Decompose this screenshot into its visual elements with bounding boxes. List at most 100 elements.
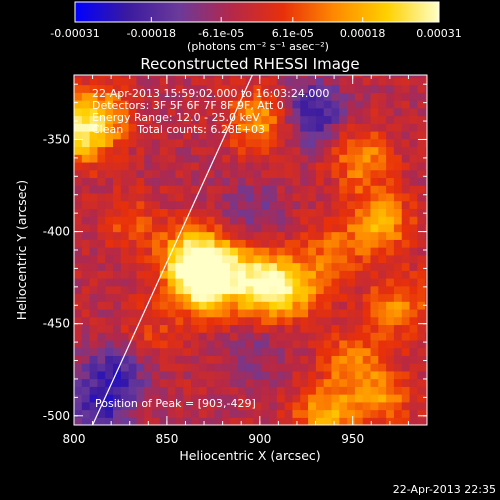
heatmap-cell — [261, 185, 270, 194]
heatmap-cell — [253, 270, 262, 279]
heatmap-cell — [393, 363, 403, 372]
heatmap-cell — [253, 239, 262, 248]
heatmap-cell — [393, 285, 403, 295]
heatmap-cell — [198, 355, 208, 364]
heatmap-cell — [144, 84, 153, 93]
heatmap-cell — [175, 324, 184, 333]
heatmap-cell — [136, 363, 145, 372]
heatmap-cell — [370, 131, 379, 140]
heatmap-cell — [206, 332, 216, 341]
heatmap-cell — [120, 75, 130, 78]
heatmap-cell — [97, 355, 106, 364]
heatmap-cell — [74, 131, 83, 140]
heatmap-cell — [261, 301, 270, 310]
heatmap-cell — [128, 285, 138, 295]
heatmap-cell — [362, 247, 372, 256]
heatmap-cell — [175, 185, 184, 194]
heatmap-cell — [113, 355, 122, 364]
heatmap-cell — [159, 285, 169, 295]
heatmap-cell — [425, 115, 427, 124]
heatmap-cell — [206, 185, 216, 194]
heatmap-cell — [74, 270, 83, 279]
heatmap-cell — [354, 394, 364, 403]
heatmap-cell — [81, 293, 91, 302]
heatmap-cell — [191, 316, 200, 326]
heatmap-cell — [105, 301, 114, 310]
heatmap-cell — [167, 409, 177, 418]
x-tick-label: 900 — [248, 432, 271, 446]
heatmap-cell — [370, 75, 379, 78]
heatmap-cell — [113, 254, 122, 264]
heatmap-cell — [331, 270, 340, 279]
heatmap-cell — [276, 76, 286, 86]
heatmap-cell — [230, 409, 239, 418]
heatmap-cell — [159, 378, 169, 387]
heatmap-cell — [89, 192, 99, 202]
heatmap-cell — [331, 278, 340, 287]
heatmap-cell — [425, 370, 427, 380]
heatmap-cell — [300, 417, 309, 425]
heatmap-cell — [269, 123, 278, 132]
heatmap-cell — [74, 394, 83, 403]
heatmap-cell — [292, 100, 301, 109]
heatmap-cell — [175, 154, 184, 163]
heatmap-cell — [230, 386, 239, 395]
y-tick-label: -500 — [43, 409, 70, 423]
heatmap-cell — [386, 386, 395, 395]
y-axis-label: Heliocentric Y (arcsec) — [14, 180, 29, 320]
heatmap-cell — [152, 355, 161, 364]
heatmap-cell — [74, 308, 83, 318]
heatmap-cell — [284, 84, 294, 93]
heatmap-cell — [292, 239, 301, 248]
heatmap-cell — [386, 138, 395, 148]
heatmap-cell — [105, 200, 114, 209]
heatmap-cell — [152, 324, 161, 333]
heatmap-cell — [183, 409, 192, 418]
heatmap-cell — [409, 247, 418, 256]
heatmap-cell — [269, 107, 278, 117]
heatmap-cell — [269, 138, 278, 148]
heatmap-cell — [159, 115, 169, 124]
heatmap-cell — [276, 185, 286, 194]
heatmap-cell — [401, 84, 411, 93]
heatmap-cell — [81, 75, 91, 78]
heatmap-cell — [292, 107, 301, 117]
heatmap-cell — [323, 285, 333, 295]
heatmap-cell — [198, 285, 208, 295]
heatmap-cell — [206, 347, 216, 356]
heatmap-cell — [175, 339, 184, 349]
heatmap-cell — [308, 138, 317, 148]
heatmap-cell — [401, 76, 411, 86]
heatmap-cell — [300, 301, 309, 310]
heatmap-cell — [386, 247, 395, 256]
heatmap-cell — [284, 378, 294, 387]
heatmap-cell — [136, 417, 145, 425]
heatmap-cell — [74, 293, 83, 302]
heatmap-cell — [113, 75, 122, 78]
heatmap-cell — [315, 347, 325, 356]
heatmap-cell — [245, 231, 255, 240]
heatmap-cell — [245, 262, 255, 271]
heatmap-cell — [120, 394, 130, 403]
heatmap-cell — [401, 192, 411, 202]
heatmap-cell — [198, 76, 208, 86]
heatmap-cell — [183, 75, 192, 78]
heatmap-cell — [89, 324, 99, 333]
heatmap-cell — [354, 115, 364, 124]
heatmap-cell — [315, 254, 325, 264]
heatmap-cell — [120, 401, 130, 411]
heatmap-cell — [152, 363, 161, 372]
heatmap-cell — [113, 146, 122, 155]
heatmap-cell — [167, 339, 177, 349]
heatmap-cell — [323, 185, 333, 194]
heatmap-cell — [362, 192, 372, 202]
heatmap-cell — [354, 308, 364, 318]
heatmap-cell — [74, 363, 83, 372]
heatmap-cell — [300, 239, 309, 248]
heatmap-cell — [206, 308, 216, 318]
heatmap-cell — [401, 293, 411, 302]
heatmap-cell — [370, 370, 379, 380]
heatmap-cell — [378, 231, 387, 240]
heatmap-cell — [378, 76, 387, 86]
heatmap-cell — [230, 316, 239, 326]
